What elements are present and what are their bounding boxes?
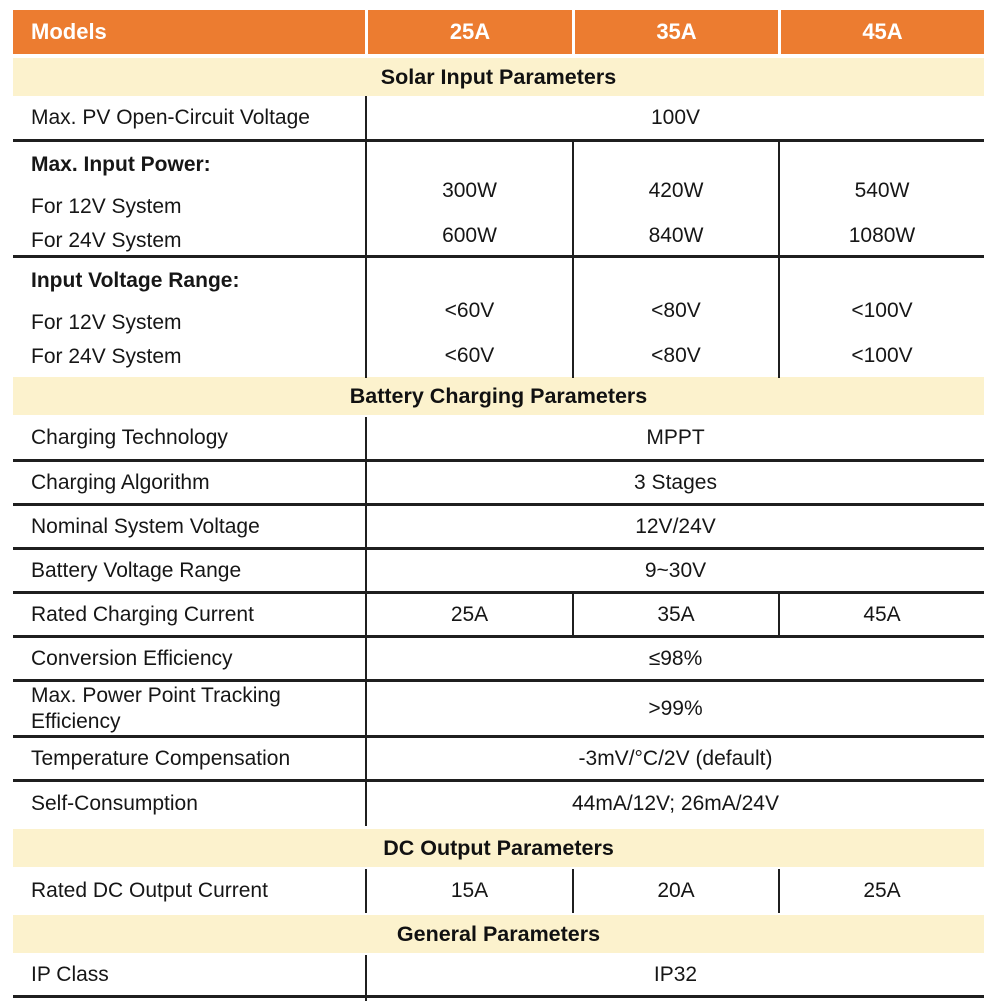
- header-models-label: Models: [13, 10, 365, 54]
- row-value: 100V: [365, 96, 984, 139]
- row-label: Conversion Efficiency: [31, 646, 233, 670]
- group-values-col-45a: 540W 1080W: [778, 142, 984, 258]
- value-24v: 840W: [648, 224, 704, 247]
- section-header-dc-output: DC Output Parameters: [13, 829, 984, 867]
- row-label: Max. PV Open-Circuit Voltage: [31, 105, 310, 129]
- row-value: -3mV/°C/2V (default): [365, 738, 984, 779]
- group-title: Max. Input Power:: [31, 153, 211, 176]
- section-title-general: General Parameters: [396, 921, 601, 946]
- header-col-35a: 35A: [572, 10, 778, 54]
- group-values-col-35a: 420W 840W: [572, 142, 778, 258]
- value-24v: 1080W: [848, 224, 916, 247]
- row-self-consumption: Self-Consumption 44mA/12V; 26mA/24V: [13, 782, 984, 826]
- row-label: Self-Consumption: [31, 792, 198, 815]
- row-label: Charging Algorithm: [31, 470, 210, 494]
- value-12v: <80V: [651, 299, 701, 322]
- row-value: MPPT: [365, 417, 984, 459]
- row-label: Max. Power Point Tracking Efficiency: [31, 683, 281, 733]
- row-nominal-system-voltage: Nominal System Voltage 12V/24V: [13, 506, 984, 550]
- value-col-45a: 25A: [778, 869, 984, 913]
- section-title-solar-input: Solar Input Parameters: [380, 64, 617, 89]
- value-24v: <100V: [851, 344, 913, 367]
- section-header-battery-charging: Battery Charging Parameters: [13, 377, 984, 415]
- value-12v: <60V: [444, 299, 495, 322]
- row-value: 9~30V: [365, 550, 984, 591]
- group-values-col-45a: <100V <100V: [778, 258, 984, 378]
- row-battery-voltage-range: Battery Voltage Range 9~30V: [13, 550, 984, 594]
- value-12v: 540W: [854, 179, 910, 202]
- value-col-25a: 15A: [365, 869, 572, 913]
- value-12v: 300W: [442, 179, 497, 202]
- spec-table: Models 25A 35A 45A Solar Input Parameter…: [13, 10, 984, 1001]
- section-title-dc-output: DC Output Parameters: [383, 835, 614, 860]
- group-sublabel-12v: For 12V System: [31, 311, 182, 334]
- row-label: Battery Voltage Range: [31, 558, 242, 582]
- value-24v: <60V: [444, 344, 495, 367]
- row-max-pv-open-circuit-voltage: Max. PV Open-Circuit Voltage 100V: [13, 96, 984, 142]
- value-12v: 420W: [648, 179, 704, 202]
- group-title: Input Voltage Range:: [31, 269, 240, 292]
- section-title-battery-charging: Battery Charging Parameters: [349, 383, 648, 408]
- section-header-general: General Parameters: [13, 915, 984, 953]
- row-charging-algorithm: Charging Algorithm 3 Stages: [13, 462, 984, 506]
- row-temperature-compensation: Temperature Compensation -3mV/°C/2V (def…: [13, 738, 984, 782]
- header-col-45a: 45A: [778, 10, 984, 54]
- row-rated-dc-output-current: Rated DC Output Current 15A 20A 25A: [13, 869, 984, 913]
- value-12v: <100V: [851, 299, 913, 322]
- group-values-col-25a: 300W 600W: [365, 142, 572, 258]
- row-value: >99%: [365, 682, 984, 735]
- row-value: 3 Stages: [365, 462, 984, 503]
- header-col-25a: 25A: [365, 10, 572, 54]
- value-col-25a: 25A: [365, 594, 572, 635]
- value-col-35a: 20A: [572, 869, 778, 913]
- value-24v: 600W: [442, 224, 497, 247]
- group-label-block: Input Voltage Range: For 12V System For …: [13, 258, 365, 378]
- group-sublabel-24v: For 24V System: [31, 345, 182, 368]
- row-label: Rated DC Output Current: [31, 879, 268, 902]
- row-label: Nominal System Voltage: [31, 514, 260, 538]
- group-sublabel-24v: For 24V System: [31, 229, 182, 252]
- table-header-row: Models 25A 35A 45A: [13, 10, 984, 54]
- row-charging-technology: Charging Technology MPPT: [13, 417, 984, 462]
- row-label: Rated Charging Current: [31, 602, 254, 626]
- row-max-power-point-tracking-efficiency: Max. Power Point Tracking Efficiency >99…: [13, 682, 984, 738]
- group-label-block: Max. Input Power: For 12V System For 24V…: [13, 142, 365, 258]
- row-group-max-input-power: Max. Input Power: For 12V System For 24V…: [13, 142, 984, 258]
- row-value: ≤98%: [365, 638, 984, 679]
- row-ip-class: IP Class IP32: [13, 955, 984, 998]
- section-header-solar-input: Solar Input Parameters: [13, 58, 984, 96]
- group-values-col-35a: <80V <80V: [572, 258, 778, 378]
- group-sublabel-12v: For 12V System: [31, 195, 182, 218]
- row-label: Temperature Compensation: [31, 746, 291, 770]
- row-value: 12V/24V: [365, 506, 984, 547]
- row-conversion-efficiency: Conversion Efficiency ≤98%: [13, 638, 984, 682]
- value-24v: <80V: [651, 344, 701, 367]
- row-group-input-voltage-range: Input Voltage Range: For 12V System For …: [13, 258, 984, 378]
- row-value: IP32: [365, 955, 984, 995]
- row-label: IP Class: [31, 963, 109, 986]
- row-label: Charging Technology: [31, 426, 228, 449]
- value-col-35a: 35A: [572, 594, 778, 635]
- group-values-col-25a: <60V <60V: [365, 258, 572, 378]
- row-rated-charging-current: Rated Charging Current 25A 35A 45A: [13, 594, 984, 638]
- row-value: 44mA/12V; 26mA/24V: [365, 782, 984, 826]
- value-col-45a: 45A: [778, 594, 984, 635]
